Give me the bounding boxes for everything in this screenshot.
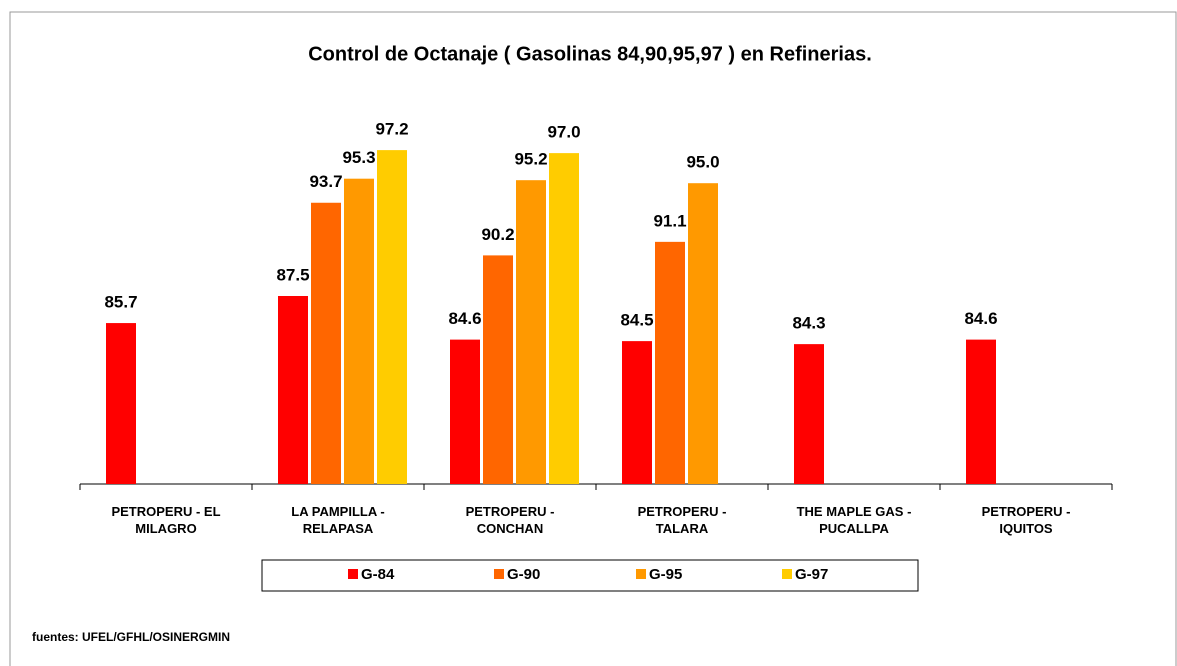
bar: [311, 202, 341, 484]
data-label: 84.6: [448, 309, 481, 328]
legend-label: G-90: [507, 566, 540, 583]
data-label: 85.7: [104, 293, 137, 312]
data-label: 95.0: [686, 153, 719, 172]
chart-title: Control de Octanaje ( Gasolinas 84,90,95…: [308, 43, 872, 65]
data-label: 93.7: [309, 172, 342, 191]
data-label: 97.0: [547, 123, 580, 142]
x-tick-label: LA PAMPILLA - RELAPASA: [291, 504, 385, 536]
bar: [622, 341, 652, 484]
legend-swatch: [782, 569, 792, 579]
bar: [966, 339, 996, 484]
data-label: 95.2: [514, 150, 547, 169]
legend-swatch: [494, 569, 504, 579]
legend-box: [261, 559, 919, 592]
bar: [377, 150, 407, 484]
bar: [549, 153, 579, 484]
bar: [794, 344, 824, 484]
legend-label: G-95: [649, 566, 682, 583]
bar: [688, 183, 718, 484]
legend-label: G-97: [795, 566, 828, 583]
frame: [9, 11, 1177, 666]
data-label: 84.3: [792, 314, 825, 333]
data-label: 90.2: [481, 225, 514, 244]
x-tick-label: PETROPERU - CONCHAN: [465, 504, 555, 536]
data-label: 97.2: [375, 120, 408, 139]
x-tick-label: PETROPERU - IQUITOS: [981, 504, 1071, 536]
bar: [450, 339, 480, 484]
bar: [278, 296, 308, 484]
source-note: fuentes: UFEL/GFHL/OSINERGMIN: [32, 630, 230, 644]
legend-label: G-84: [361, 566, 395, 583]
bar: [106, 323, 136, 484]
x-tick-label: PETROPERU - EL MILAGRO: [111, 504, 221, 536]
data-label: 95.3: [342, 148, 375, 167]
x-tick-label: PETROPERU - TALARA: [637, 504, 727, 536]
x-tick-label: THE MAPLE GAS - PUCALLPA: [796, 504, 912, 536]
legend-swatch: [636, 569, 646, 579]
bar: [655, 241, 685, 484]
bar: [344, 178, 374, 485]
bar: [516, 180, 546, 484]
legend-swatch: [348, 569, 358, 579]
data-label: 87.5: [276, 265, 309, 284]
bar: [483, 255, 513, 484]
data-label: 91.1: [653, 211, 686, 230]
data-label: 84.5: [620, 311, 653, 330]
data-label: 84.6: [964, 309, 997, 328]
